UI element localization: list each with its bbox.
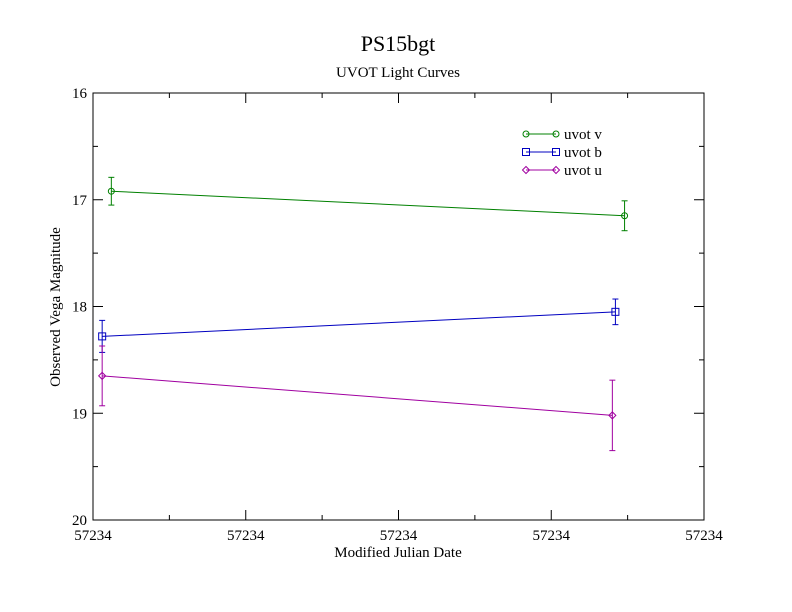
y-tick-label: 16 bbox=[72, 86, 88, 102]
data-point-marker bbox=[98, 332, 107, 341]
x-axis-label: Modified Julian Date bbox=[334, 545, 462, 561]
data-point-marker bbox=[611, 307, 620, 316]
legend-end-marker bbox=[551, 165, 561, 175]
series-layer bbox=[97, 176, 629, 452]
data-point-marker bbox=[608, 411, 617, 420]
legend-end-marker bbox=[552, 148, 560, 156]
data-point-marker bbox=[97, 371, 107, 381]
series-uvot-v bbox=[107, 176, 629, 232]
series-line bbox=[111, 190, 625, 217]
series-line bbox=[102, 375, 613, 416]
data-point-marker bbox=[107, 187, 115, 195]
y-axis-ticks: 16 17 18 19 20 bbox=[72, 86, 704, 529]
legend-end-marker bbox=[552, 130, 560, 138]
y-axis-label: Observed Vega Magnitude bbox=[48, 227, 64, 387]
y-tick-label: 17 bbox=[72, 193, 88, 209]
series-uvot-u bbox=[97, 345, 617, 452]
legend-start-marker bbox=[521, 165, 531, 175]
legend-item: uvot u bbox=[521, 163, 602, 179]
legend-start-marker bbox=[522, 130, 530, 138]
x-tick-label: 57234 bbox=[380, 528, 418, 544]
legend-item: uvot b bbox=[522, 145, 602, 161]
chart-legend: uvot v uvot b uvot u bbox=[521, 127, 602, 179]
legend-start-marker bbox=[522, 148, 530, 156]
legend-label: uvot b bbox=[564, 145, 602, 161]
series-line bbox=[102, 311, 616, 337]
chart-title: PS15bgt bbox=[361, 31, 436, 56]
legend-item: uvot v bbox=[522, 127, 602, 143]
y-tick-label: 19 bbox=[72, 406, 87, 422]
x-tick-label: 57234 bbox=[533, 528, 571, 544]
x-tick-label: 57234 bbox=[74, 528, 112, 544]
x-axis-ticks: 57234 57234 57234 57234 57234 bbox=[74, 93, 723, 544]
y-tick-label: 18 bbox=[72, 300, 87, 316]
y-tick-label: 20 bbox=[72, 513, 87, 529]
legend-label: uvot v bbox=[564, 127, 602, 143]
x-tick-label: 57234 bbox=[227, 528, 265, 544]
x-tick-label: 57234 bbox=[685, 528, 723, 544]
data-point-marker bbox=[621, 212, 629, 220]
chart-subtitle: UVOT Light Curves bbox=[336, 65, 460, 81]
legend-label: uvot u bbox=[564, 163, 602, 179]
